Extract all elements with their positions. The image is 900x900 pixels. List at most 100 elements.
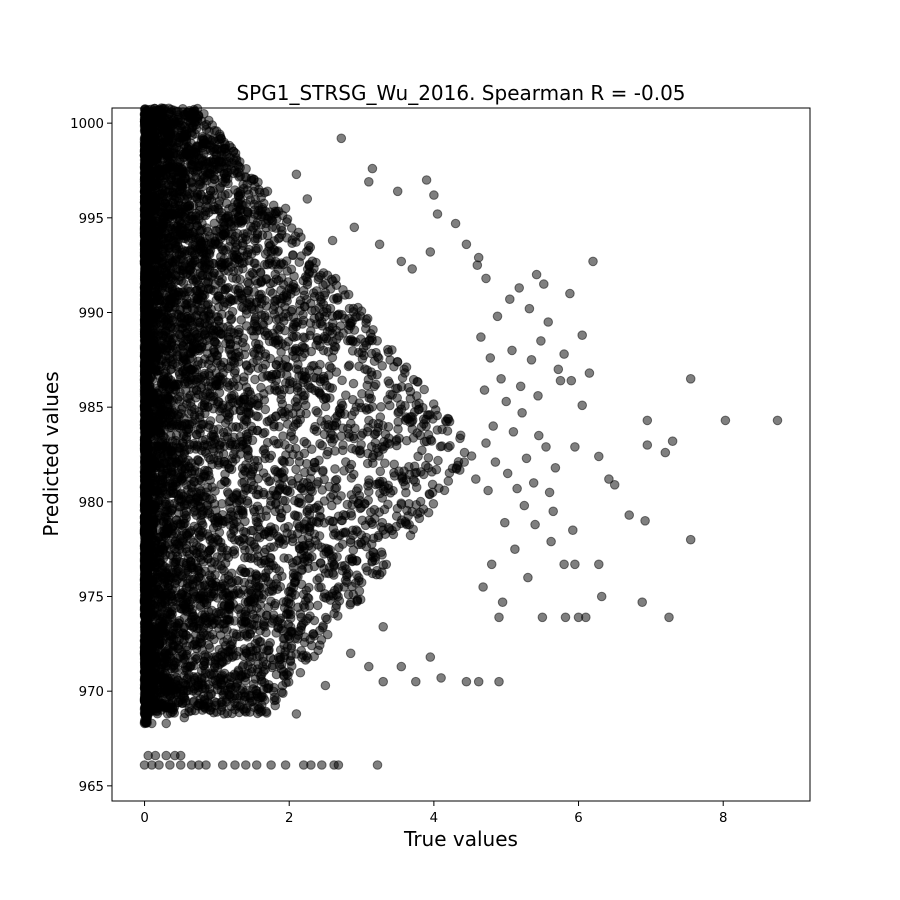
scatter-point: [310, 421, 320, 432]
scatter-point: [256, 382, 266, 393]
scatter-point: [253, 485, 263, 495]
scatter-point: [347, 410, 357, 421]
scatter-point: [304, 553, 315, 564]
scatter-point: [305, 330, 315, 341]
scatter-point: [381, 559, 392, 570]
scatter-point: [228, 644, 238, 655]
scatter-point: [393, 424, 403, 434]
scatter-point: [383, 347, 394, 358]
scatter-point: [322, 629, 333, 640]
scatter-point: [225, 339, 235, 350]
scatter-point: [378, 420, 388, 431]
scatter-point: [405, 530, 416, 541]
scatter-point: [423, 453, 434, 463]
scatter-point: [205, 416, 216, 426]
scatter-point: [380, 429, 391, 440]
scatter-point: [223, 575, 234, 585]
scatter-point: [295, 667, 306, 678]
scatter-point: [336, 431, 347, 442]
scatter-point: [317, 440, 328, 451]
scatter-point: [231, 575, 242, 586]
scatter-point: [339, 466, 349, 476]
scatter-point: [401, 362, 412, 373]
scatter-point: [258, 363, 268, 374]
scatter-point: [315, 359, 325, 370]
scatter-point: [364, 486, 374, 497]
scatter-point: [332, 495, 343, 505]
scatter-point: [354, 361, 364, 372]
scatter-point: [385, 400, 395, 411]
scatter-point: [341, 390, 351, 401]
scatter-point: [240, 483, 251, 493]
scatter-point: [261, 544, 271, 555]
scatter-point: [264, 453, 275, 464]
scatter-point: [258, 445, 269, 456]
scatter-point: [417, 445, 427, 456]
scatter-point: [439, 485, 450, 496]
scatter-point: [315, 388, 325, 398]
scatter-point: [301, 438, 312, 449]
scatter-point: [263, 246, 273, 257]
scatter-point: [319, 496, 330, 506]
scatter-point: [279, 553, 289, 563]
scatter-point: [286, 431, 296, 442]
scatter-point: [192, 429, 202, 440]
scatter-point: [291, 511, 301, 521]
scatter-point: [243, 450, 253, 461]
scatter-point: [291, 237, 301, 247]
scatter-point: [183, 283, 193, 294]
scatter-point: [425, 434, 436, 445]
scatter-point: [344, 360, 355, 371]
scatter-point: [246, 667, 257, 677]
scatter-point: [375, 466, 386, 477]
scatter-point: [272, 247, 283, 257]
scatter-point: [348, 431, 358, 442]
scatter-point: [298, 309, 308, 320]
scatter-point: [234, 522, 245, 532]
scatter-point: [366, 348, 377, 359]
scatter-point: [250, 181, 260, 191]
scatter-point: [360, 520, 371, 531]
scatter-point: [317, 485, 328, 495]
scatter-point: [278, 431, 288, 441]
scatter-point: [227, 229, 237, 239]
scatter-point: [346, 511, 357, 521]
scatter-point: [288, 568, 299, 579]
scatter-point: [218, 229, 229, 240]
scatter-point: [280, 496, 291, 506]
scatter-point: [312, 600, 323, 611]
scatter-point: [195, 473, 206, 483]
scatter-point: [253, 659, 264, 670]
scatter-point: [366, 507, 376, 517]
scatter-point: [341, 457, 351, 467]
scatter-point: [186, 473, 197, 484]
scatter-point: [314, 455, 324, 466]
scatter-point: [397, 373, 408, 383]
scatter-point: [338, 440, 348, 450]
scatter-point: [362, 426, 373, 437]
scatter-point: [300, 632, 310, 642]
scatter-point: [229, 432, 239, 443]
scatter-point: [337, 375, 347, 386]
scatter-point: [237, 662, 248, 672]
scatter-point: [264, 385, 275, 395]
scatter-point: [443, 476, 454, 486]
scatter-point: [342, 499, 353, 510]
scatter-point: [329, 420, 340, 431]
scatter-point: [327, 383, 338, 394]
scatter-point: [281, 217, 292, 227]
scatter-point: [428, 499, 439, 509]
scatter-point: [201, 223, 212, 233]
scatter-point: [410, 477, 421, 487]
scatter-point: [305, 382, 315, 393]
plot-points: [139, 103, 783, 770]
scatter-point: [371, 379, 381, 390]
scatter-point: [262, 230, 273, 241]
scatter-point: [238, 333, 249, 344]
scatter-point: [193, 682, 204, 693]
scatter-point: [361, 318, 371, 328]
scatter-point: [327, 430, 338, 441]
scatter-point: [331, 482, 342, 493]
scatter-point: [235, 274, 245, 285]
